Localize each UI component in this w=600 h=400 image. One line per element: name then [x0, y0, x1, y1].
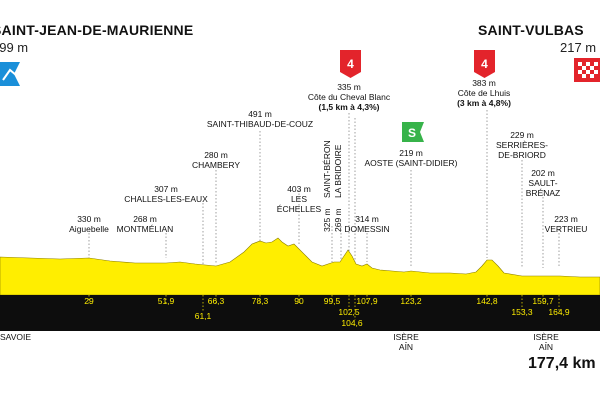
km-label: 107,9	[356, 296, 378, 306]
place-name: SAINT-BÉRON	[322, 140, 332, 198]
place-name: CHALLES-LES-EAUX	[124, 194, 208, 204]
region-label: ISÈRE	[533, 332, 559, 342]
place-altitude: 269 m	[333, 208, 343, 232]
start-altitude: 599 m	[0, 40, 29, 55]
km-label: 99,5	[324, 296, 341, 306]
place-altitude: 325 m	[322, 208, 332, 232]
distance-band	[0, 295, 600, 331]
km-label: 51,9	[158, 296, 175, 306]
place-name: SERRIÈRES-	[496, 140, 548, 150]
km-labels: 29 51,9 61,1 66,3 78,3 90 99,5 102,5 104…	[84, 296, 570, 328]
place-name: Aiguebelle	[69, 224, 109, 234]
place-altitude: 314 m	[355, 214, 379, 224]
km-label: 78,3	[252, 296, 269, 306]
place-altitude: 491 m	[248, 109, 272, 119]
km-label: 29	[84, 296, 94, 306]
sprint-label: S	[408, 126, 416, 140]
km-label: 123,2	[400, 296, 422, 306]
start-flag-icon	[0, 62, 20, 86]
region-label: AIN	[539, 342, 553, 352]
place-altitude: 330 m	[77, 214, 101, 224]
km-label: 102,5	[338, 307, 360, 317]
place-name: LA BRIDOIRE	[333, 144, 343, 198]
guide-lines	[88, 110, 560, 268]
climb-marker-lhuis: 4	[474, 50, 495, 78]
place-name: CHAMBERY	[192, 160, 240, 170]
place-name: DE-BRIORD	[498, 150, 546, 160]
sprint-altitude: 219 m	[399, 148, 423, 158]
climb-name: Côte de Lhuis	[458, 88, 510, 98]
climb-altitude: 383 m	[472, 78, 496, 88]
km-label: 142,8	[476, 296, 498, 306]
start-town-title: SAINT-JEAN-DE-MAURIENNE	[0, 22, 194, 38]
finish-altitude: 217 m	[560, 40, 597, 55]
band-guide-lines	[88, 295, 560, 320]
place-name: BRÉNAZ	[526, 188, 560, 198]
elevation-profile	[0, 237, 600, 296]
place-name: ÉCHELLES	[277, 204, 322, 214]
place-name: SAINT-THIBAUD-DE-COUZ	[207, 119, 313, 129]
place-name: DOMESSIN	[344, 224, 389, 234]
place-altitude: 229 m	[510, 130, 534, 140]
place-name: LES	[291, 194, 307, 204]
region-label: SAVOIE	[0, 332, 31, 342]
place-altitude: 202 m	[531, 168, 555, 178]
km-label: 153,3	[511, 307, 533, 317]
place-altitude: 268 m	[133, 214, 157, 224]
region-label: AIN	[399, 342, 413, 352]
climb-stats: (3 km à 4,8%)	[457, 98, 511, 108]
km-label: 164,9	[548, 307, 570, 317]
climb-category: 4	[481, 57, 488, 71]
sprint-marker-icon: S	[402, 122, 424, 142]
climb-altitude: 335 m	[337, 82, 361, 92]
total-distance: 177,4 km	[528, 355, 596, 372]
km-label: 66,3	[208, 296, 225, 306]
climb-stats: (1,5 km à 4,3%)	[319, 102, 380, 112]
finish-town-title: SAINT-VULBAS	[478, 22, 584, 38]
climb-category: 4	[347, 57, 354, 71]
place-altitude: 403 m	[287, 184, 311, 194]
km-label: 159,7	[532, 296, 554, 306]
climb-marker-cheval-blanc: 4	[340, 50, 361, 78]
finish-flag-icon	[574, 58, 600, 82]
place-name: MONTMÉLIAN	[117, 224, 174, 234]
km-label: 104,6	[341, 318, 363, 328]
climb-name: Côte du Cheval Blanc	[308, 92, 391, 102]
place-altitude: 307 m	[154, 184, 178, 194]
region-label: ISÈRE	[393, 332, 419, 342]
place-name: SAULT-	[528, 178, 557, 188]
km-label: 90	[294, 296, 304, 306]
place-altitude: 223 m	[554, 214, 578, 224]
sprint-name: AOSTE (SAINT-DIDIER)	[364, 158, 457, 168]
place-altitude: 280 m	[204, 150, 228, 160]
place-name: VERTRIEU	[545, 224, 588, 234]
km-label: 61,1	[195, 311, 212, 321]
